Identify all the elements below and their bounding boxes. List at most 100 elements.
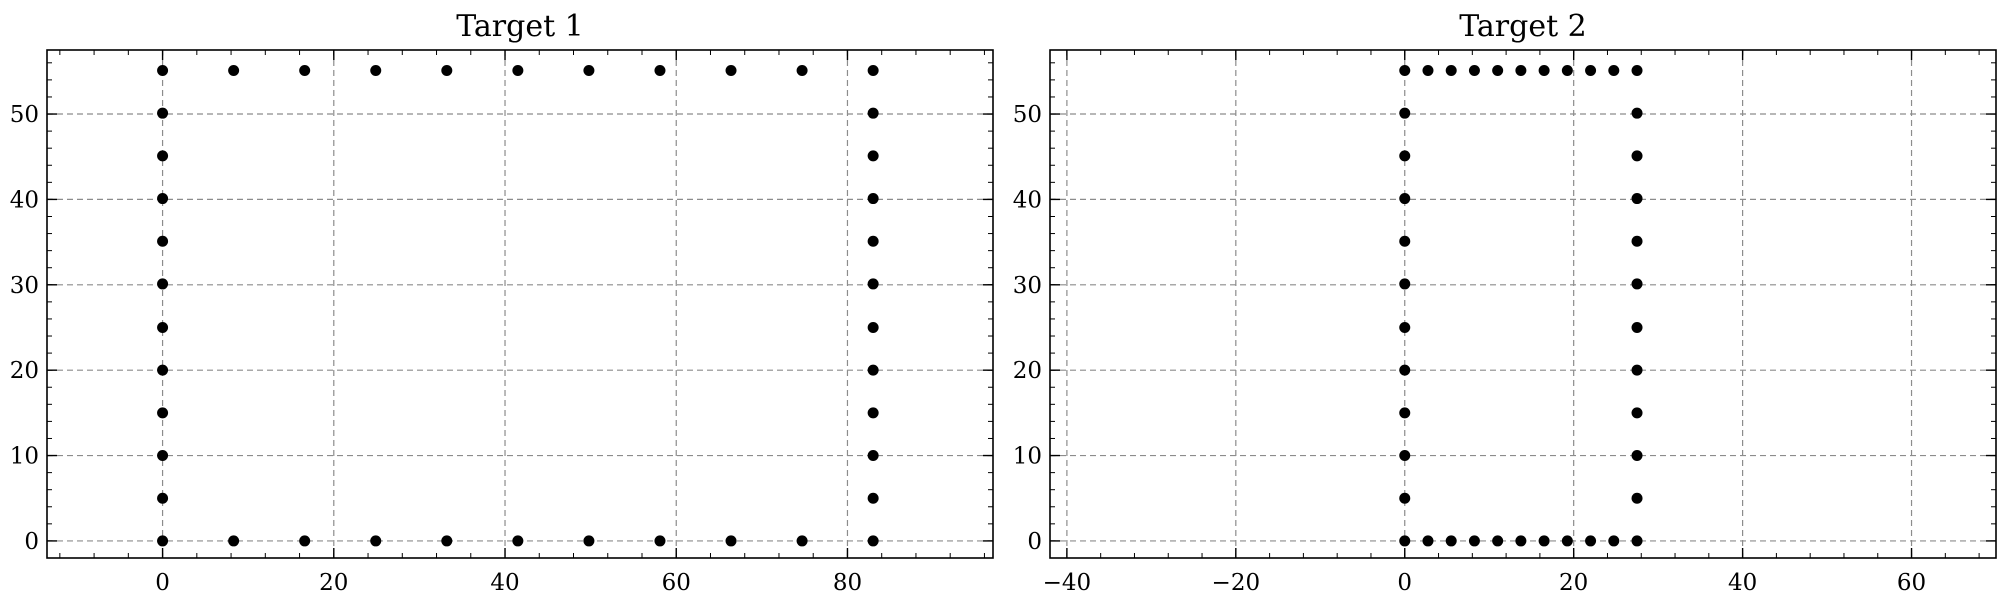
data-point (157, 64, 169, 76)
data-point (654, 64, 666, 76)
data-point (867, 407, 879, 419)
data-point (1585, 64, 1597, 76)
data-point (1585, 535, 1597, 547)
data-point (157, 364, 169, 376)
data-point (1631, 450, 1643, 462)
data-point (867, 193, 879, 205)
data-point (1399, 535, 1411, 547)
data-point (867, 321, 879, 333)
data-point (1399, 150, 1411, 162)
data-point (1631, 150, 1643, 162)
data-point (1631, 364, 1643, 376)
x-tick-label: 40 (490, 570, 519, 596)
data-point (725, 535, 737, 547)
data-point (725, 64, 737, 76)
data-point (157, 450, 169, 462)
data-point (796, 64, 808, 76)
data-point (1399, 107, 1411, 119)
data-point (157, 150, 169, 162)
data-point (1538, 64, 1550, 76)
data-point (1631, 193, 1643, 205)
data-point (228, 64, 240, 76)
data-point (1422, 535, 1434, 547)
data-point (796, 535, 808, 547)
y-tick-label: 30 (1013, 273, 1042, 299)
data-point (1399, 278, 1411, 290)
data-point (157, 278, 169, 290)
data-point (1399, 364, 1411, 376)
data-point (1538, 535, 1550, 547)
data-point (512, 64, 524, 76)
gridlines (1050, 50, 1996, 558)
data-point (1399, 450, 1411, 462)
data-point (157, 492, 169, 504)
chart-title-target-2: Target 2 (1459, 9, 1587, 44)
data-points (157, 64, 879, 547)
x-tick-label: 0 (1397, 570, 1412, 596)
data-point (867, 535, 879, 547)
y-tick-label: 30 (10, 273, 39, 299)
data-point (867, 235, 879, 247)
data-point (1515, 535, 1527, 547)
data-point (867, 107, 879, 119)
x-tick-label: −40 (1043, 570, 1092, 596)
data-point (1399, 193, 1411, 205)
data-point (441, 535, 453, 547)
data-point (1399, 235, 1411, 247)
x-tick-label: 60 (662, 570, 691, 596)
data-point (1492, 64, 1504, 76)
data-point (299, 535, 311, 547)
data-point (157, 407, 169, 419)
data-point (654, 535, 666, 547)
data-point (512, 535, 524, 547)
data-points (1399, 64, 1643, 547)
y-tick-label: 20 (10, 358, 39, 384)
data-point (157, 535, 169, 547)
data-point (157, 193, 169, 205)
axes-frame (1049, 49, 1997, 559)
data-point (1561, 535, 1573, 547)
y-tick-label: 0 (24, 529, 39, 555)
data-point (157, 321, 169, 333)
y-tick-label: 20 (1013, 358, 1042, 384)
chart-title-target-1: Target 1 (456, 9, 584, 44)
panel-target-2: Target 2 −40 −20 0 20 40 60 0 10 20 30 40 50 (1013, 9, 1997, 596)
x-tick-label: 80 (833, 570, 862, 596)
data-point (370, 64, 382, 76)
data-point (1631, 235, 1643, 247)
axis-ticks: −40 −20 0 20 40 60 0 10 20 30 40 50 (1013, 50, 1996, 596)
data-point (299, 64, 311, 76)
data-point (1399, 492, 1411, 504)
data-point (583, 535, 595, 547)
data-point (1399, 64, 1411, 76)
data-point (441, 64, 453, 76)
x-tick-label: 40 (1728, 570, 1757, 596)
data-point (1515, 64, 1527, 76)
data-point (867, 278, 879, 290)
data-point (583, 64, 595, 76)
data-point (867, 64, 879, 76)
data-point (1492, 535, 1504, 547)
data-point (1608, 535, 1620, 547)
gridlines (47, 50, 993, 558)
data-point (1422, 64, 1434, 76)
data-point (1631, 107, 1643, 119)
data-point (1561, 64, 1573, 76)
x-tick-label: −20 (1212, 570, 1261, 596)
data-point (867, 492, 879, 504)
axis-ticks: 0 20 40 60 80 0 10 20 30 40 50 (10, 50, 993, 596)
data-point (1608, 64, 1620, 76)
x-tick-label: 0 (155, 570, 170, 596)
y-tick-label: 40 (1013, 187, 1042, 213)
data-point (1468, 64, 1480, 76)
x-tick-label: 20 (1559, 570, 1588, 596)
data-point (867, 150, 879, 162)
y-tick-label: 40 (10, 187, 39, 213)
data-point (1399, 407, 1411, 419)
data-point (157, 107, 169, 119)
data-point (1631, 64, 1643, 76)
data-point (1631, 278, 1643, 290)
y-tick-label: 10 (1013, 444, 1042, 470)
data-point (1468, 535, 1480, 547)
